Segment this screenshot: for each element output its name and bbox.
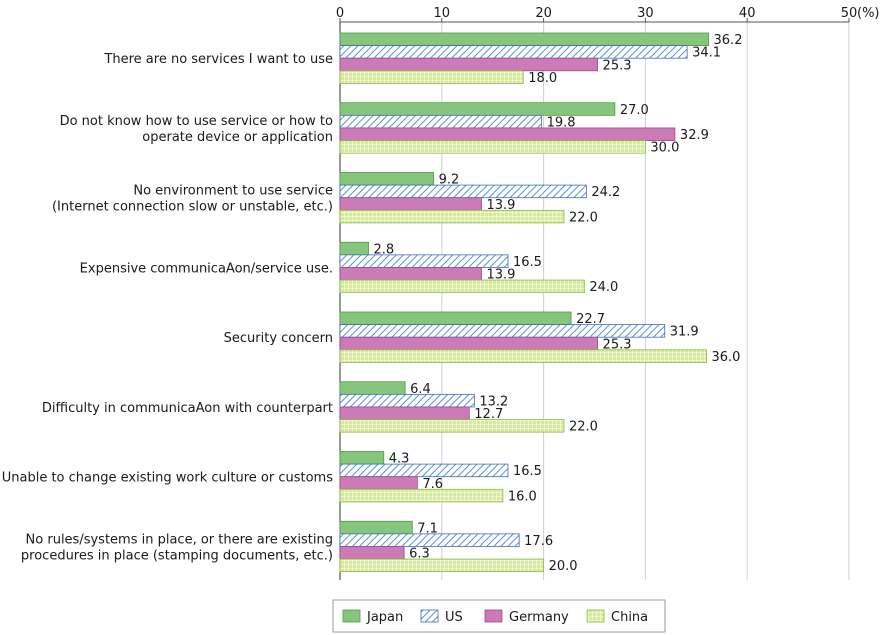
bar-germany xyxy=(339,127,676,141)
bar-japan xyxy=(339,381,406,395)
category-label: No rules/systems in place, or there are … xyxy=(26,532,333,547)
data-labels: 36.234.1 25.3 18.0 27.0 19.8 32.930.0 9.2 24.2 1… xyxy=(374,33,743,574)
data-label: 18.0 xyxy=(528,71,557,86)
bar-china xyxy=(339,209,565,224)
bar-us xyxy=(339,184,587,199)
category-label: No environment to use service xyxy=(133,184,333,199)
data-label: 20.0 xyxy=(549,559,578,574)
data-label: 13.9 xyxy=(487,198,516,213)
bar-us xyxy=(339,45,688,59)
data-label: 4.3 xyxy=(389,452,410,467)
bar-china xyxy=(339,349,707,363)
bar-us xyxy=(339,254,509,268)
data-label: 7.6 xyxy=(422,477,443,492)
legend-swatch-us xyxy=(420,609,439,623)
data-label: 16.5 xyxy=(513,255,542,270)
data-label: 7.1 xyxy=(417,521,438,536)
x-tick-label: 20 xyxy=(535,6,552,21)
legend-swatch-china xyxy=(586,609,605,623)
bar-japan xyxy=(339,32,709,47)
data-label: 32.9 xyxy=(680,128,709,143)
legend-swatch-japan xyxy=(342,609,361,623)
legend-label-japan: Japan xyxy=(366,610,403,625)
data-label: 22.0 xyxy=(569,420,598,435)
category-label: Expensive communicaAon/service use. xyxy=(80,261,333,276)
data-label: 24.0 xyxy=(589,280,618,295)
bar-germany xyxy=(339,476,418,490)
unit-label: (%) xyxy=(857,6,880,21)
data-label: 12.7 xyxy=(474,407,503,422)
bar-china xyxy=(339,488,504,503)
bar-china xyxy=(339,279,585,294)
bar-us xyxy=(339,324,666,338)
bar-us xyxy=(339,533,520,547)
category-label: (Internet connection slow or unstable, e… xyxy=(52,200,333,215)
bar-us xyxy=(339,114,542,129)
data-label: 34.1 xyxy=(692,46,721,61)
data-label: 9.2 xyxy=(439,173,460,188)
data-label: 13.9 xyxy=(487,268,516,283)
bar-germany xyxy=(339,197,482,211)
bar-us xyxy=(339,393,475,408)
data-label: 16.0 xyxy=(508,489,537,504)
legend-swatch-germany xyxy=(484,609,503,623)
bar-china xyxy=(339,70,524,84)
x-tick-label: 10 xyxy=(434,6,451,21)
data-label: 6.3 xyxy=(409,547,430,562)
category-label: Security concern xyxy=(224,331,333,346)
data-label: 25.3 xyxy=(603,337,632,352)
bar-japan xyxy=(339,520,413,535)
bar-japan xyxy=(339,311,572,326)
bar-germany xyxy=(339,546,405,560)
bar-japan xyxy=(339,241,369,256)
bar-germany xyxy=(339,57,598,72)
data-label: 17.6 xyxy=(524,534,553,549)
x-tick-label: 0 xyxy=(336,6,344,21)
x-tick-label: 50 xyxy=(841,6,858,21)
data-label: 13.2 xyxy=(479,394,508,409)
bar-japan xyxy=(339,102,616,116)
data-label: 25.3 xyxy=(603,58,632,73)
legend-label-germany: Germany xyxy=(509,610,569,625)
bar-china xyxy=(339,558,545,573)
data-label: 19.8 xyxy=(547,115,576,130)
category-label: procedures in place (stamping documents,… xyxy=(21,548,333,563)
data-label: 22.7 xyxy=(576,312,605,327)
data-label: 36.0 xyxy=(711,350,740,365)
category-labels: There are no services I want to use Do no… xyxy=(2,52,333,563)
bar-us xyxy=(339,463,509,478)
data-label: 16.5 xyxy=(513,464,542,479)
bars xyxy=(339,32,709,573)
bar-germany xyxy=(339,406,470,420)
data-label: 24.2 xyxy=(591,185,620,200)
legend-label-us: US xyxy=(445,610,463,625)
data-label: 2.8 xyxy=(374,242,395,257)
data-label: 22.0 xyxy=(569,210,598,225)
category-label: operate device or application xyxy=(142,130,333,145)
bar-germany xyxy=(339,336,598,351)
bar-china xyxy=(339,140,646,154)
data-label: 31.9 xyxy=(670,325,699,340)
category-label: Do not know how to use service or how to xyxy=(60,114,333,129)
category-label: There are no services I want to use xyxy=(103,52,333,67)
category-label: Unable to change existing work culture o… xyxy=(2,471,333,486)
legend: Japan US Germany China xyxy=(332,599,666,633)
data-label: 30.0 xyxy=(650,141,679,156)
x-tick-label: 30 xyxy=(637,6,654,21)
bar-china xyxy=(339,419,565,433)
category-label: Difficulty in communicaAon with counterp… xyxy=(42,401,333,416)
data-label: 27.0 xyxy=(620,103,649,118)
bar-japan xyxy=(339,451,385,465)
bar-germany xyxy=(339,267,482,281)
data-label: 36.2 xyxy=(714,33,743,48)
legend-label-china: China xyxy=(611,610,648,625)
x-tick-label: 40 xyxy=(739,6,756,21)
bar-japan xyxy=(339,172,435,186)
data-label: 6.4 xyxy=(410,382,431,397)
